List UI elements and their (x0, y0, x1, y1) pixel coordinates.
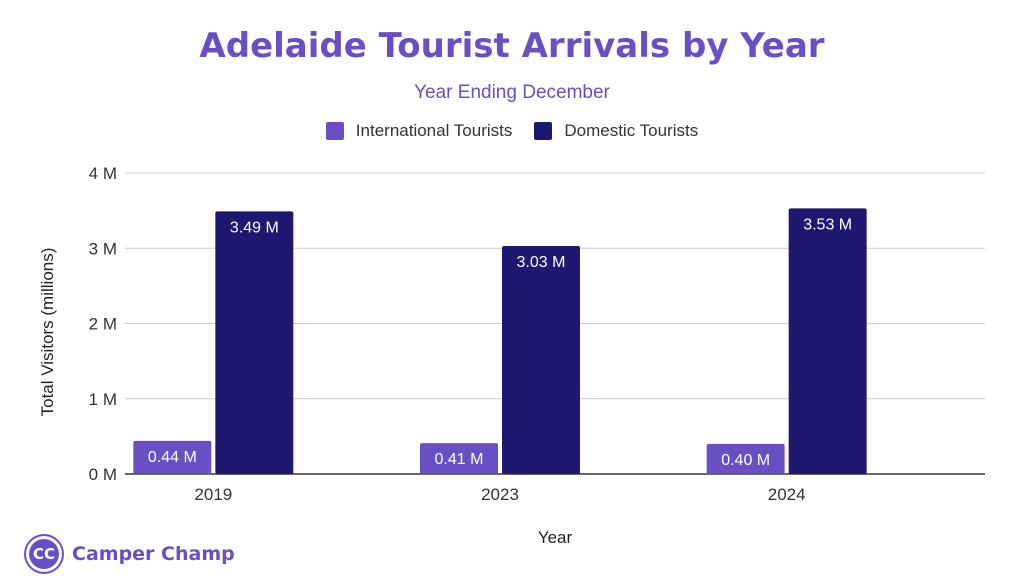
x-tick-label: 2023 (481, 485, 519, 504)
y-tick-label: 3 M (89, 239, 117, 258)
bar-international (420, 443, 498, 474)
legend-label-international: International Tourists (355, 121, 513, 140)
data-label: 0.40 M (721, 452, 770, 469)
y-tick-label: 4 M (89, 164, 117, 183)
data-label: 0.41 M (435, 451, 484, 468)
legend-item-international[interactable]: International Tourists (325, 121, 513, 141)
y-axis-label: Total Visitors (millions) (38, 247, 57, 417)
brand-logo-icon: CC (26, 536, 62, 572)
data-label: 3.03 M (517, 254, 566, 271)
data-label: 0.44 M (148, 449, 197, 466)
x-axis-label: Year (537, 528, 573, 547)
legend: International Tourists Domestic Tourists (0, 121, 1024, 141)
chart-subtitle: Year Ending December (414, 82, 610, 103)
x-tick-label: 2024 (768, 485, 806, 504)
bar-domestic (788, 208, 867, 474)
brand: CC Camper Champ (26, 536, 235, 572)
legend-swatch-international (325, 122, 344, 140)
bar-international (706, 443, 785, 474)
x-tick-label: 2019 (194, 485, 232, 504)
y-tick-label: 0 M (89, 465, 117, 484)
brand-name: Camper Champ (72, 543, 235, 565)
bar-domestic (502, 245, 580, 474)
data-label: 3.53 M (803, 216, 852, 233)
legend-label-domestic: Domestic Tourists (564, 121, 699, 140)
y-tick-label: 2 M (89, 315, 117, 334)
chart-title: Adelaide Tourist Arrivals by Year (199, 26, 825, 66)
bar-international (133, 440, 212, 474)
legend-item-domestic[interactable]: Domestic Tourists (534, 121, 698, 141)
bar-domestic (215, 211, 294, 474)
data-label: 3.49 M (230, 219, 279, 236)
legend-swatch-domestic (534, 122, 553, 140)
y-tick-label: 1 M (89, 390, 117, 409)
